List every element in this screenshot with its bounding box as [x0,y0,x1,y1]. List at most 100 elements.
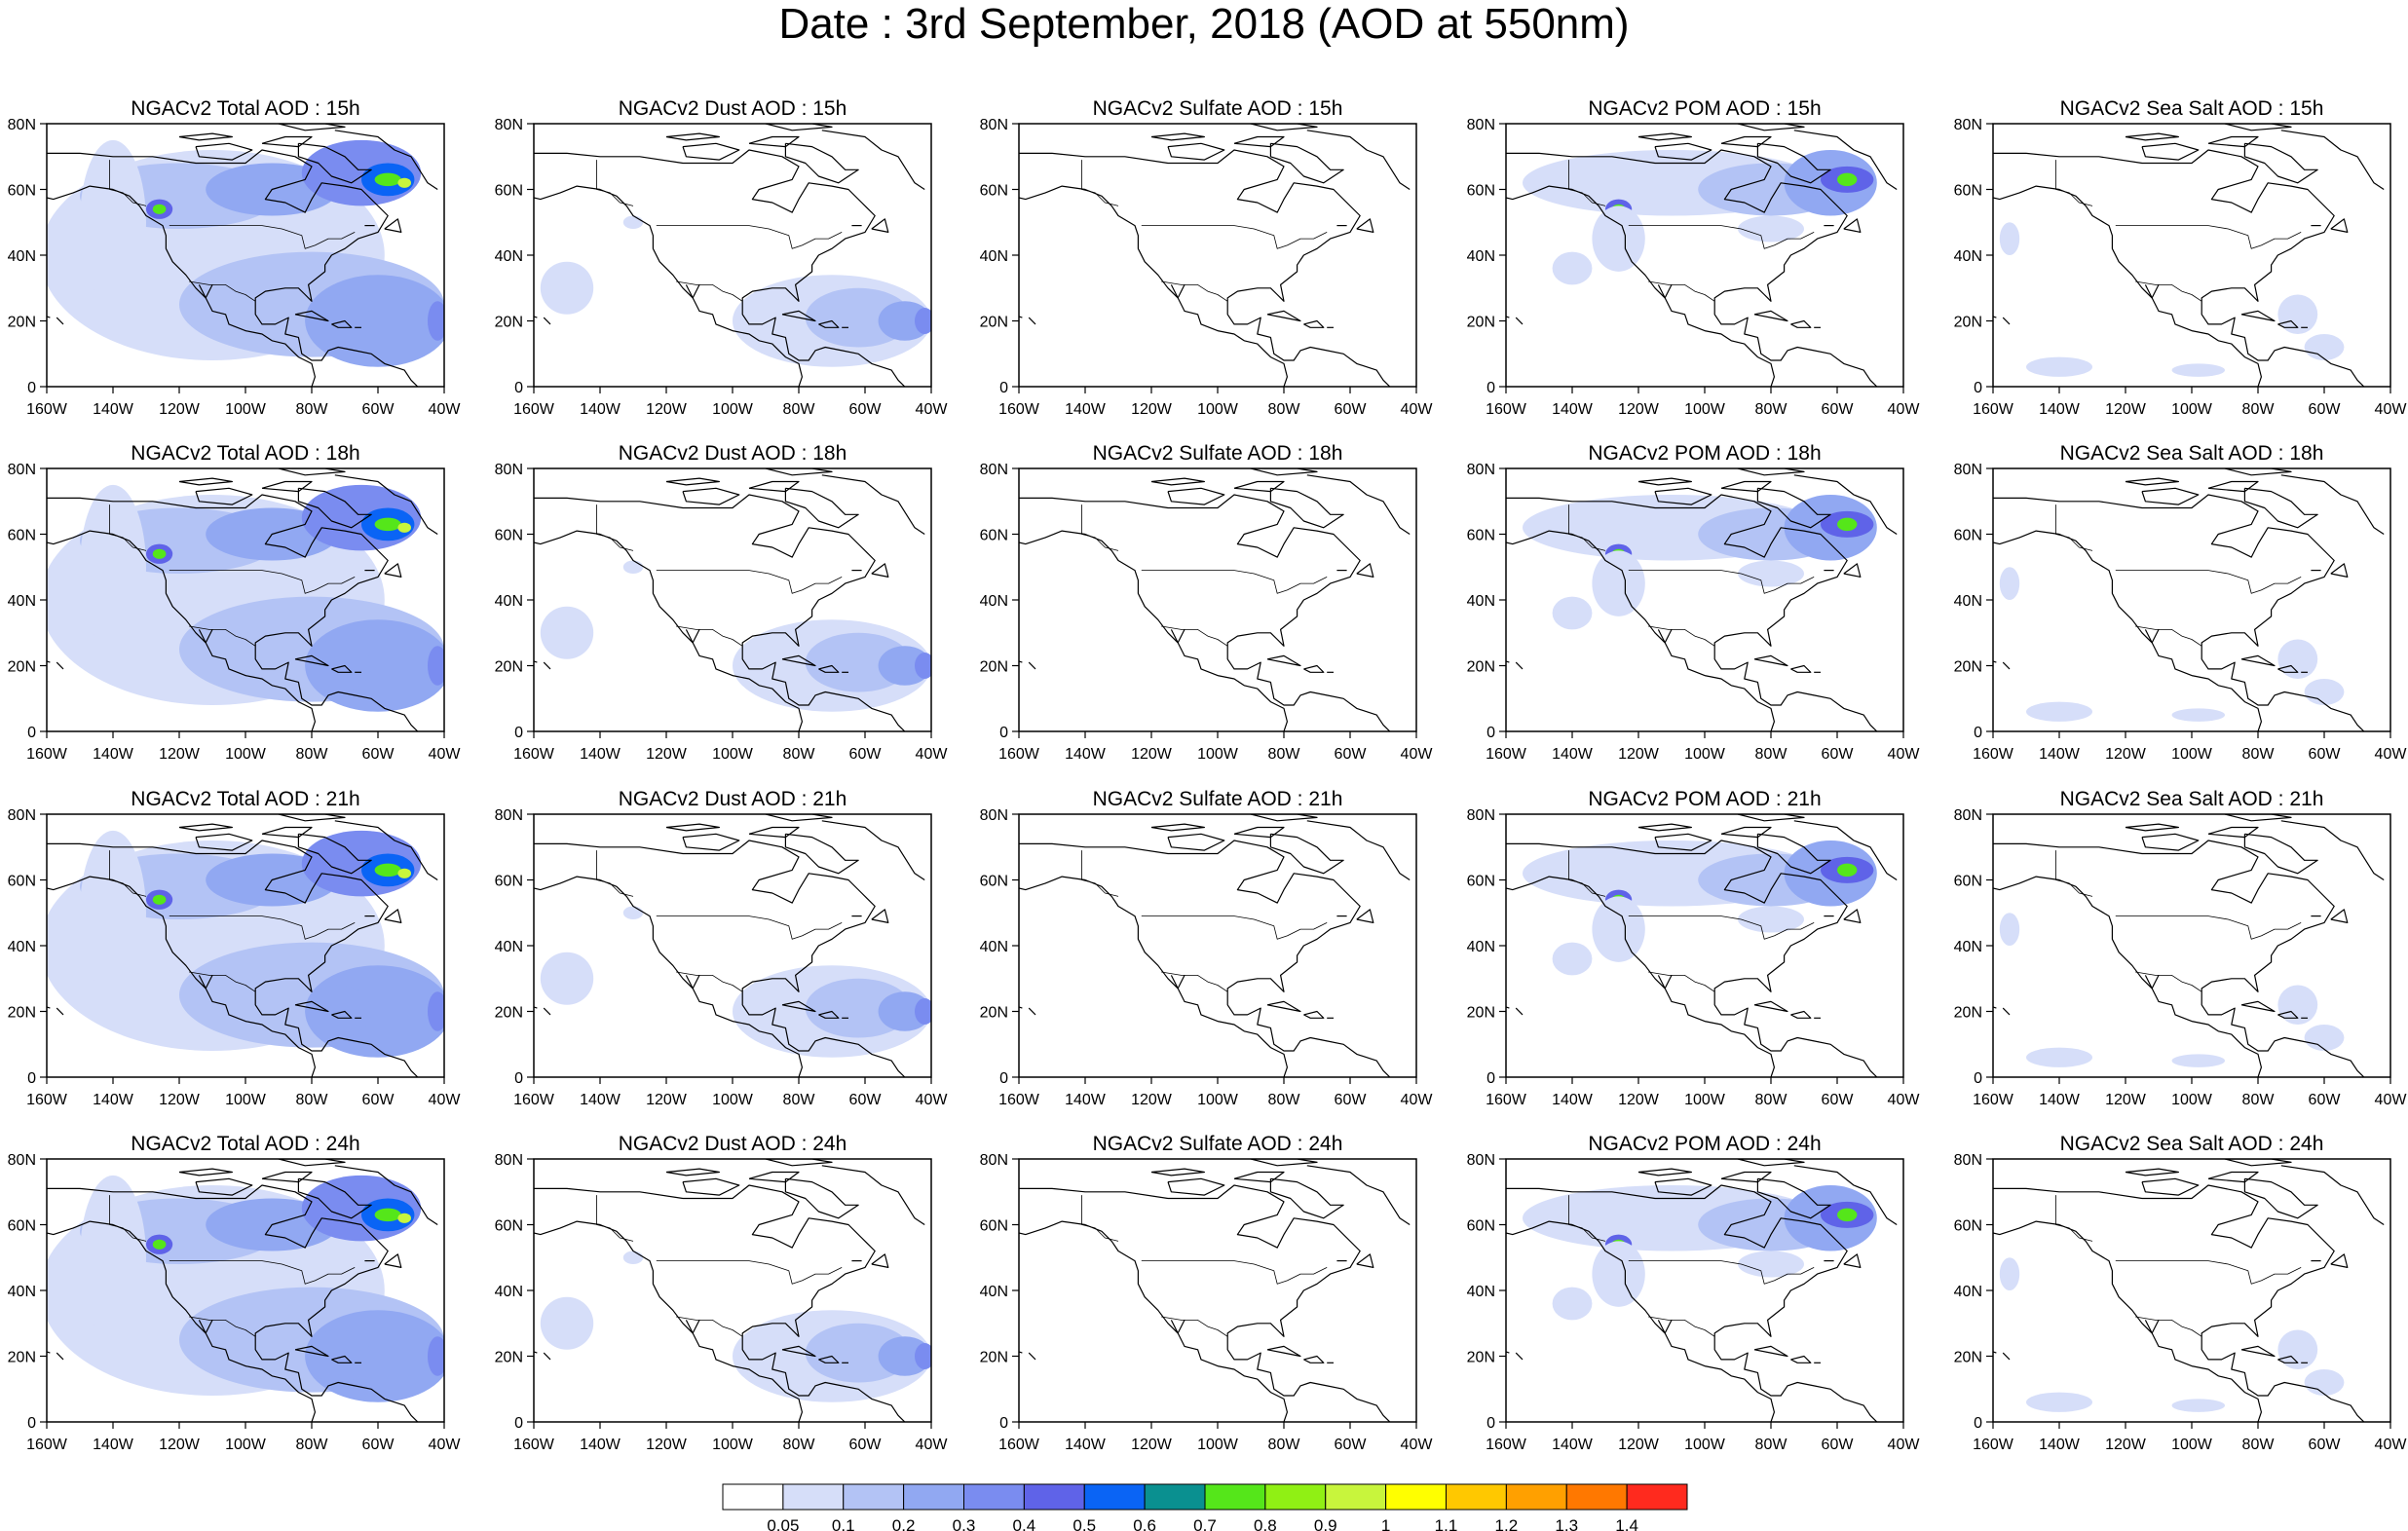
coastline [56,661,64,670]
coastline [47,1351,51,1354]
coastline [1250,1159,1318,1167]
country-border [2135,1316,2202,1337]
lon-tick-label: 120W [646,1437,688,1453]
coastline [1306,474,1411,536]
coastline [1753,1345,1788,1358]
coastline [1266,1345,1301,1358]
lon-tick-label: 80W [783,746,816,763]
lon-tick-label: 140W [93,746,134,763]
coastline [1167,487,1225,505]
aod-patch [305,639,372,692]
coastline [1793,1165,1898,1226]
coastline [2280,130,2385,191]
coastline [1657,1320,1673,1334]
coastline [682,487,740,505]
colorbar-swatch [1446,1483,1507,1511]
coastline [47,660,51,663]
coastline [2243,1177,2318,1219]
lon-tick-label: 120W [1618,1092,1660,1108]
aod-patch [152,548,167,559]
aod-patch [915,653,931,679]
country-border [1628,1260,1815,1285]
coastline [1170,975,1185,990]
aod-patch [2171,708,2225,722]
country-border [169,225,356,249]
coastline [1753,310,1788,322]
panel-title: NGACv2 Sea Salt AOD : 18h [2060,442,2324,465]
colorbar-label: 0.1 [832,1516,855,1531]
lat-tick-label: 0 [999,725,1008,741]
coastline [1506,1006,1510,1009]
lon-tick-label: 160W [1486,1092,1527,1108]
lon-tick-label: 100W [1197,1092,1239,1108]
aod-patch [80,484,146,650]
lon-tick-label: 160W [1973,746,2014,763]
coastline [1657,975,1673,990]
coastline [1170,1320,1185,1334]
lat-tick-label: 40N [495,248,523,265]
lon-tick-label: 120W [646,401,688,418]
coastline [2141,1177,2200,1196]
aod-field [1993,1159,2390,1422]
coastline [1843,563,1862,578]
colorbar-swatch [1144,1483,1206,1511]
coastline [47,149,419,387]
coastline [1250,814,1318,822]
lon-tick-label: 60W [362,1437,395,1453]
aod-patch [2277,1329,2318,1369]
panel-title: NGACv2 Total AOD : 21h [131,788,359,810]
map-panel-seasalt-24h: NGACv2 Sea Salt AOD : 24h 160W 140W 120W 100… [1954,1133,2408,1453]
aod-field [1993,814,2390,1077]
coastline [1515,1007,1524,1016]
lat-tick-label: 0 [999,1415,1008,1432]
coastline [1793,474,1898,536]
lon-tick-label: 120W [646,746,688,763]
colorbar-swatch [1264,1483,1327,1511]
lon-tick-label: 120W [1618,401,1660,418]
coastline [1356,563,1374,578]
coastline [1250,124,1318,131]
lon-tick-label: 40W [916,1437,949,1453]
coastline [871,1253,889,1268]
country-border [1568,504,1606,551]
coastline [334,820,438,881]
coastline [1506,316,1510,318]
country-border [676,971,743,992]
lat-tick-label: 80N [1954,117,1982,133]
coastline [1720,826,1772,839]
aod-patch [374,172,401,187]
aod-patch [540,1296,594,1350]
coastline [1306,130,1411,191]
coastline [682,833,740,851]
coastline [1266,1000,1301,1013]
lat-tick-label: 20N [1954,1005,1982,1022]
lat-tick-label: 0 [1974,1070,1982,1087]
lon-tick-label: 120W [1618,1437,1660,1453]
coastline [2002,1007,2011,1016]
lon-tick-label: 80W [1268,746,1301,763]
lat-tick-label: 80N [1467,462,1495,478]
coastline [1150,823,1205,832]
coastline [2330,909,2349,923]
aod-patch [152,204,167,214]
coastline [1993,660,1997,663]
lon-tick-label: 140W [580,1437,621,1453]
lon-tick-label: 120W [1131,1437,1173,1453]
coastline [871,563,889,578]
coastline [384,218,402,233]
panel-title: NGACv2 Sulfate AOD : 15h [1093,97,1343,120]
country-border [1161,625,1228,647]
lat-tick-label: 20N [980,1005,1008,1022]
lon-tick-label: 60W [1822,746,1855,763]
colorbar-swatch [903,1483,964,1511]
lon-tick-label: 100W [225,746,267,763]
coastline [2330,218,2349,233]
lat-tick-label: 40N [980,248,1008,265]
lon-tick-label: 80W [1755,401,1788,418]
page-title: Date : 3rd September, 2018 (AOD at 550nm… [778,0,1630,48]
country-border [596,850,634,897]
map-panel-sulfate-24h: NGACv2 Sulfate AOD : 24h 160W 140W 120W 100W… [980,1133,1434,1453]
lon-tick-label: 80W [1268,1092,1301,1108]
aod-field [1019,1159,1416,1422]
lat-tick-label: 0 [27,725,36,741]
